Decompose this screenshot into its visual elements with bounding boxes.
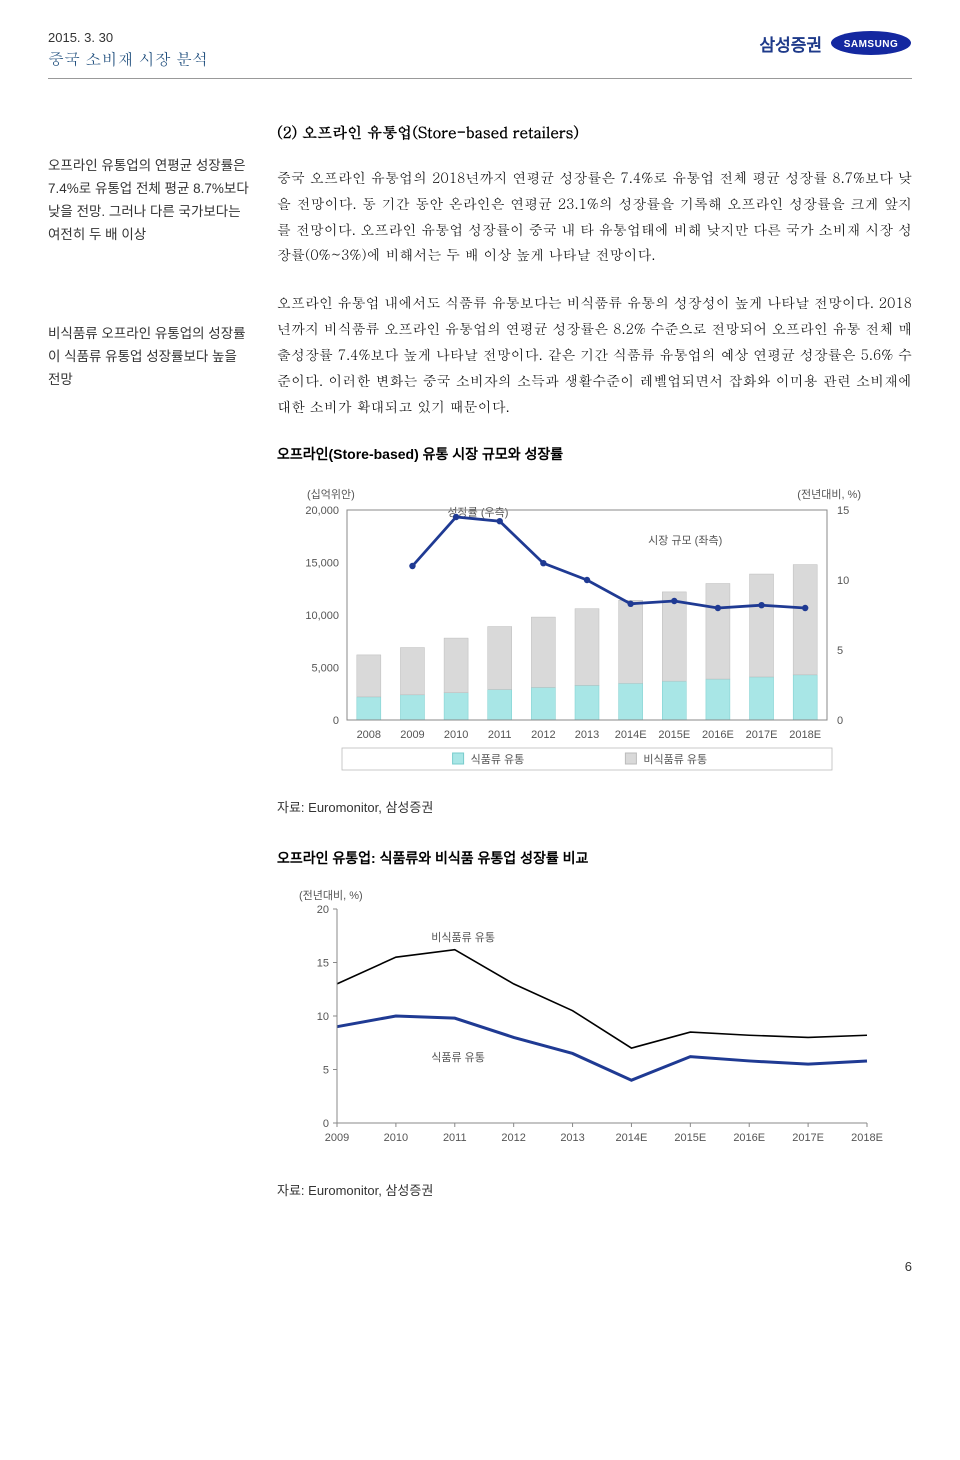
chart2-title: 오프라인 유통업: 식품류와 비식품 유통업 성장률 비교	[277, 846, 912, 872]
content-row: 오프라인 유통업의 연평균 성장률은 7.4%로 유통업 전체 평균 8.7%보…	[48, 119, 912, 1229]
svg-text:(전년대비, %): (전년대비, %)	[797, 488, 861, 501]
svg-text:2018E: 2018E	[789, 729, 821, 741]
svg-text:2015E: 2015E	[658, 729, 690, 741]
sidebar: 오프라인 유통업의 연평균 성장률은 7.4%로 유통업 전체 평균 8.7%보…	[48, 119, 253, 1229]
svg-text:2008: 2008	[357, 729, 381, 741]
svg-text:15,000: 15,000	[305, 557, 339, 569]
brand-english: SAMSUNG	[844, 39, 899, 50]
svg-text:2009: 2009	[325, 1132, 349, 1144]
svg-text:(전년대비, %): (전년대비, %)	[299, 889, 363, 902]
chart2-container: 0 5 10 15 20 (전년대비, %) 2009 2010 2011 2012 2013 201…	[277, 883, 912, 1171]
main-column: (2) 오프라인 유통업(Store-based retailers) 중국 오…	[277, 119, 912, 1229]
svg-text:20: 20	[317, 904, 329, 916]
svg-text:15: 15	[837, 505, 849, 517]
chart2-source: 자료: Euromonitor, 삼성증권	[277, 1179, 912, 1203]
samsung-logo-icon: SAMSUNG	[830, 30, 912, 56]
brand-korean: 삼성증권	[759, 31, 822, 56]
chart1-svg: 0 5,000 10,000 15,000 20,000 0 5 10 15 (십억위안) (전년대…	[277, 480, 897, 780]
svg-text:20,000: 20,000	[305, 505, 339, 517]
svg-text:0: 0	[333, 715, 339, 727]
paragraph-2: 오프라인 유통업 내에서도 식품류 유통보다는 비식품류 유통의 성장성이 높게…	[277, 290, 912, 419]
svg-text:2010: 2010	[384, 1132, 408, 1144]
svg-text:2014E: 2014E	[615, 729, 647, 741]
header: 2015. 3. 30 중국 소비재 시장 분석 삼성증권 SAMSUNG	[48, 30, 912, 79]
svg-text:2016E: 2016E	[733, 1132, 765, 1144]
svg-text:비식품류 유통: 비식품류 유통	[643, 753, 707, 766]
svg-text:2011: 2011	[443, 1132, 467, 1144]
svg-text:2013: 2013	[560, 1132, 584, 1144]
report-date: 2015. 3. 30	[48, 30, 208, 45]
svg-text:2012: 2012	[501, 1132, 525, 1144]
sidebar-summary-2: 비식품류 오프라인 유통업의 성장률이 식품류 유통업 성장률보다 높을 전망	[48, 323, 253, 392]
svg-text:2018E: 2018E	[851, 1132, 883, 1144]
svg-text:2013: 2013	[575, 729, 599, 741]
svg-text:시장 규모 (좌측): 시장 규모 (좌측)	[648, 534, 722, 547]
svg-text:비식품류 유통: 비식품류 유통	[431, 932, 495, 945]
header-left: 2015. 3. 30 중국 소비재 시장 분석	[48, 30, 208, 70]
chart1-source: 자료: Euromonitor, 삼성증권	[277, 796, 912, 820]
svg-text:2015E: 2015E	[674, 1132, 706, 1144]
svg-text:(십억위안): (십억위안)	[307, 488, 355, 501]
svg-text:2011: 2011	[488, 729, 512, 741]
svg-text:10: 10	[317, 1011, 329, 1023]
svg-text:2017E: 2017E	[792, 1132, 824, 1144]
svg-text:2010: 2010	[444, 729, 468, 741]
svg-text:식품류 유통: 식품류 유통	[431, 1051, 485, 1064]
svg-text:2012: 2012	[531, 729, 555, 741]
chart2-svg: 0 5 10 15 20 (전년대비, %) 2009 2010 2011 2012 2013 201…	[277, 883, 897, 1163]
svg-text:2009: 2009	[400, 729, 424, 741]
sidebar-summary-1: 오프라인 유통업의 연평균 성장률은 7.4%로 유통업 전체 평균 8.7%보…	[48, 155, 253, 247]
svg-text:10: 10	[837, 575, 849, 587]
chart1-title: 오프라인(Store-based) 유통 시장 규모와 성장률	[277, 442, 912, 468]
svg-text:10,000: 10,000	[305, 610, 339, 622]
svg-text:2014E: 2014E	[616, 1132, 648, 1144]
report-title: 중국 소비재 시장 분석	[48, 47, 208, 70]
section-title: (2) 오프라인 유통업(Store-based retailers)	[277, 119, 912, 147]
svg-text:5,000: 5,000	[311, 662, 339, 674]
paragraph-1: 중국 오프라인 유통업의 2018년까지 연평균 성장률은 7.4%로 유통업 …	[277, 165, 912, 269]
svg-text:5: 5	[323, 1065, 329, 1077]
svg-text:15: 15	[317, 958, 329, 970]
svg-text:0: 0	[837, 715, 843, 727]
svg-text:2017E: 2017E	[746, 729, 778, 741]
svg-text:5: 5	[837, 645, 843, 657]
svg-text:2016E: 2016E	[702, 729, 734, 741]
header-logo: 삼성증권 SAMSUNG	[759, 30, 912, 56]
svg-text:식품류 유통: 식품류 유통	[471, 753, 525, 766]
chart1-container: 0 5,000 10,000 15,000 20,000 0 5 10 15 (십억위안) (전년대…	[277, 480, 912, 788]
page-number: 6	[48, 1259, 912, 1274]
svg-text:0: 0	[323, 1118, 329, 1130]
